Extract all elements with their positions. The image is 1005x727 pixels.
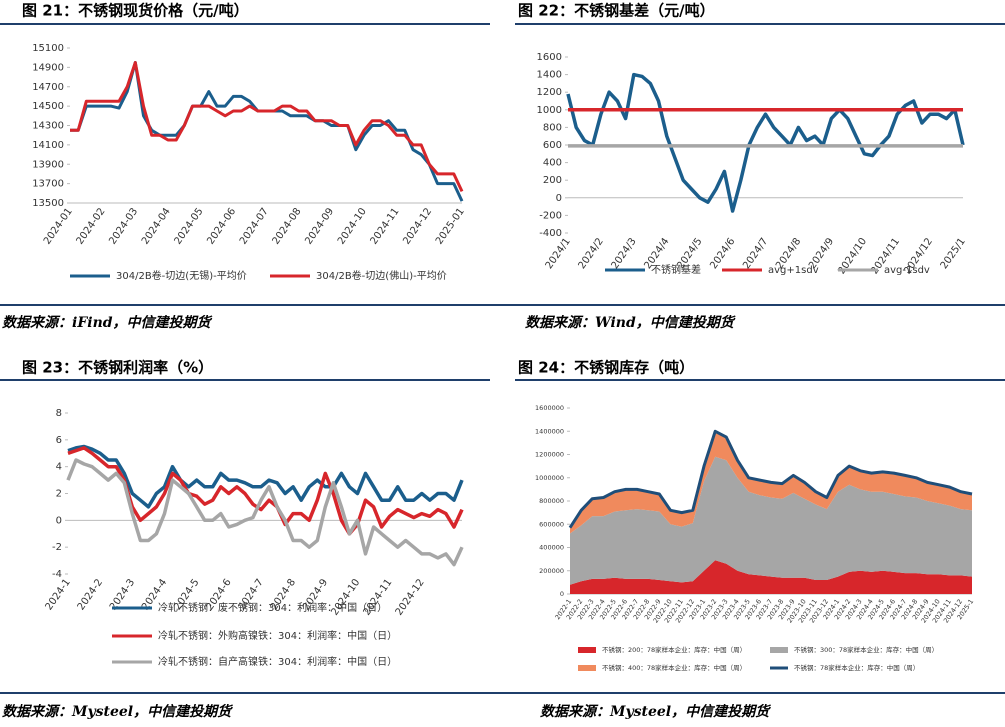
x-tick-label: 2024-05: [173, 206, 206, 247]
x-tick-label: 2024-02: [75, 206, 108, 247]
y-tick-label: 2: [56, 489, 62, 500]
y-tick-label: 1400000: [535, 427, 564, 435]
x-tick-label: 2024-08: [271, 206, 304, 247]
x-tick-label: 2024/6: [708, 236, 737, 271]
y-tick-label: 1000000: [535, 474, 564, 482]
y-tick-label: 14100: [32, 140, 64, 151]
y-tick-label: 1400: [537, 70, 562, 81]
x-tick-label: 2024-12: [401, 206, 434, 247]
x-tick-label: 2024/3: [610, 236, 639, 271]
figure-title: 图 22：不锈钢基差（元/吨）: [518, 2, 715, 20]
y-tick-label: -200: [539, 210, 562, 221]
y-tick-label: 15100: [32, 43, 64, 54]
line: [66, 458, 464, 567]
y-tick-label: 800: [543, 122, 562, 133]
x-tick-label: 2024-2: [76, 577, 105, 612]
source: 数据来源：Mysteel，中信建投期货: [540, 703, 771, 720]
x-tick-label: 2024/2: [577, 236, 606, 271]
legend-label: 不锈钢：300：78家样本企业：库存：中国（周）: [794, 645, 938, 654]
y-tick-label: 1600000: [535, 404, 564, 412]
y-tick-label: 6: [56, 435, 62, 446]
x-tick-label: 2024/7: [741, 236, 770, 271]
y-tick-label: 13900: [32, 159, 64, 170]
y-tick-label: 800000: [539, 497, 564, 505]
x-tick-label: 2024-01: [42, 206, 75, 247]
x-tick-label: 2024-06: [205, 206, 238, 247]
y-tick-label: 1200: [537, 87, 562, 98]
y-tick-label: 200: [543, 175, 562, 186]
legend-swatch: [578, 665, 596, 671]
x-tick-label: 2024-04: [140, 206, 173, 247]
y-tick-label: 4: [56, 462, 62, 473]
source: 数据来源：Wind，中信建投期货: [525, 314, 736, 331]
x-tick-label: 2025-01: [434, 206, 467, 247]
legend-label: 不锈钢：400：78家样本企业：库存：中国（周）: [602, 663, 746, 672]
x-tick-label: 2024-07: [238, 206, 271, 247]
x-tick-label: 2024-10: [336, 206, 369, 247]
legend-swatch: [578, 647, 596, 653]
figure-title: 图 21：不锈钢现货价格（元/吨）: [22, 2, 249, 20]
y-tick-label: 600000: [539, 520, 564, 528]
x-tick-label: 2024-09: [303, 206, 336, 247]
legend-label: 304/2B卷-切边(无锡)-平均价: [116, 269, 247, 282]
y-tick-label: 1200000: [535, 451, 564, 459]
line: [67, 444, 464, 509]
y-tick-label: 13700: [32, 179, 64, 190]
source: 数据来源：Mysteel，中信建投期货: [2, 703, 233, 720]
figure-title: 图 24：不锈钢库存（吨）: [518, 359, 694, 377]
x-tick-label: 2024-03: [107, 206, 140, 247]
y-tick-label: 1000: [537, 105, 562, 116]
legend-label: 不锈钢：200：78家样本企业：库存：中国（周）: [602, 645, 746, 654]
legend-label: 冷轧不锈钢：外购高镍铁：304：利润率：中国（日）: [158, 629, 397, 642]
line: [70, 61, 464, 193]
y-tick-label: 400: [543, 158, 562, 169]
y-tick-label: 400000: [539, 544, 564, 552]
legend-label: 冷轧不锈钢：废不锈钢：304：利润率：中国（日）: [158, 601, 387, 614]
y-tick-label: 14500: [32, 101, 64, 112]
x-tick-label: 2024-1: [44, 577, 73, 612]
area: [570, 456, 972, 585]
y-tick-label: 13500: [32, 198, 64, 209]
y-tick-label: 0: [556, 193, 562, 204]
y-tick-label: 8: [56, 408, 62, 419]
y-tick-label: 14300: [32, 121, 64, 132]
x-tick-label: 2024-12: [394, 577, 427, 618]
y-tick-label: -2: [52, 542, 62, 553]
figure-title: 图 23：不锈钢利润率（%）: [22, 359, 213, 377]
x-tick-label: 2025/1: [939, 236, 968, 271]
legend-label: 304/2B卷-切边(佛山)-平均价: [316, 269, 447, 282]
legend-label: 冷轧不锈钢：自产高镍铁：304：利润率：中国（日）: [158, 655, 397, 668]
legend-swatch: [770, 647, 788, 653]
y-tick-label: 0: [56, 515, 62, 526]
legend-label: 不锈钢：78家样本企业：库存：中国（周）: [794, 663, 919, 672]
y-tick-label: -400: [539, 228, 562, 239]
legend-label: avg+1sdv: [768, 265, 819, 276]
line: [566, 72, 965, 213]
legend-label: avg-1sdv: [884, 265, 930, 276]
y-tick-label: 200000: [539, 567, 564, 575]
x-tick-label: 2024/1: [544, 236, 573, 271]
source: 数据来源：iFind，中信建投期货: [2, 314, 213, 331]
line: [568, 429, 973, 529]
legend-label: 不锈钢基差: [651, 263, 701, 276]
y-tick-label: 14700: [32, 82, 64, 93]
x-tick-label: 2024-11: [369, 206, 402, 247]
y-tick-label: 1600: [537, 52, 562, 63]
y-tick-label: -4: [52, 569, 62, 580]
area: [570, 560, 972, 594]
y-tick-label: 600: [543, 140, 562, 151]
y-tick-label: 0: [560, 590, 564, 598]
y-tick-label: 14900: [32, 62, 64, 73]
line: [67, 446, 464, 536]
